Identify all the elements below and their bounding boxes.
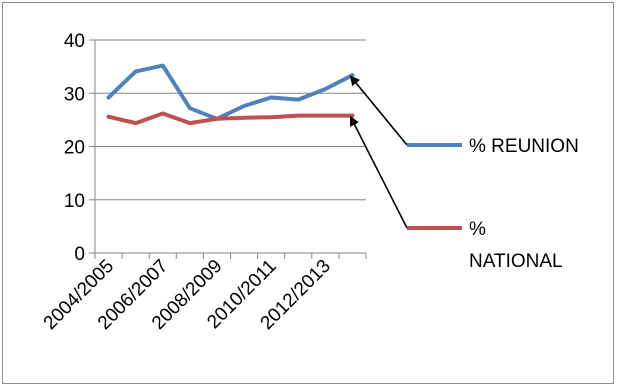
y-tick-label: 30: [64, 84, 85, 105]
legend: % REUNION% NATIONAL: [407, 136, 579, 272]
series-line-0: [106, 63, 355, 121]
axes: 0102030402004/20052006/20072008/20092010…: [40, 31, 367, 334]
y-tick-label: 10: [64, 191, 85, 212]
annotation-arrow-0: [349, 75, 408, 146]
y-tick-label: 40: [64, 31, 85, 52]
chart-area: [2, 2, 614, 384]
y-tick-label: 0: [74, 244, 85, 265]
series-line-1: [106, 111, 355, 126]
legend-label-1: %: [469, 219, 486, 240]
legend-label-0: % REUNION: [469, 136, 579, 157]
annotation-arrow-1: [349, 115, 408, 229]
y-tick-label: 20: [64, 138, 85, 159]
legend-label-1: NATIONAL: [469, 251, 563, 272]
gridlines: [95, 39, 366, 201]
annotation-arrows: [349, 75, 408, 229]
series-lines: [106, 63, 355, 126]
